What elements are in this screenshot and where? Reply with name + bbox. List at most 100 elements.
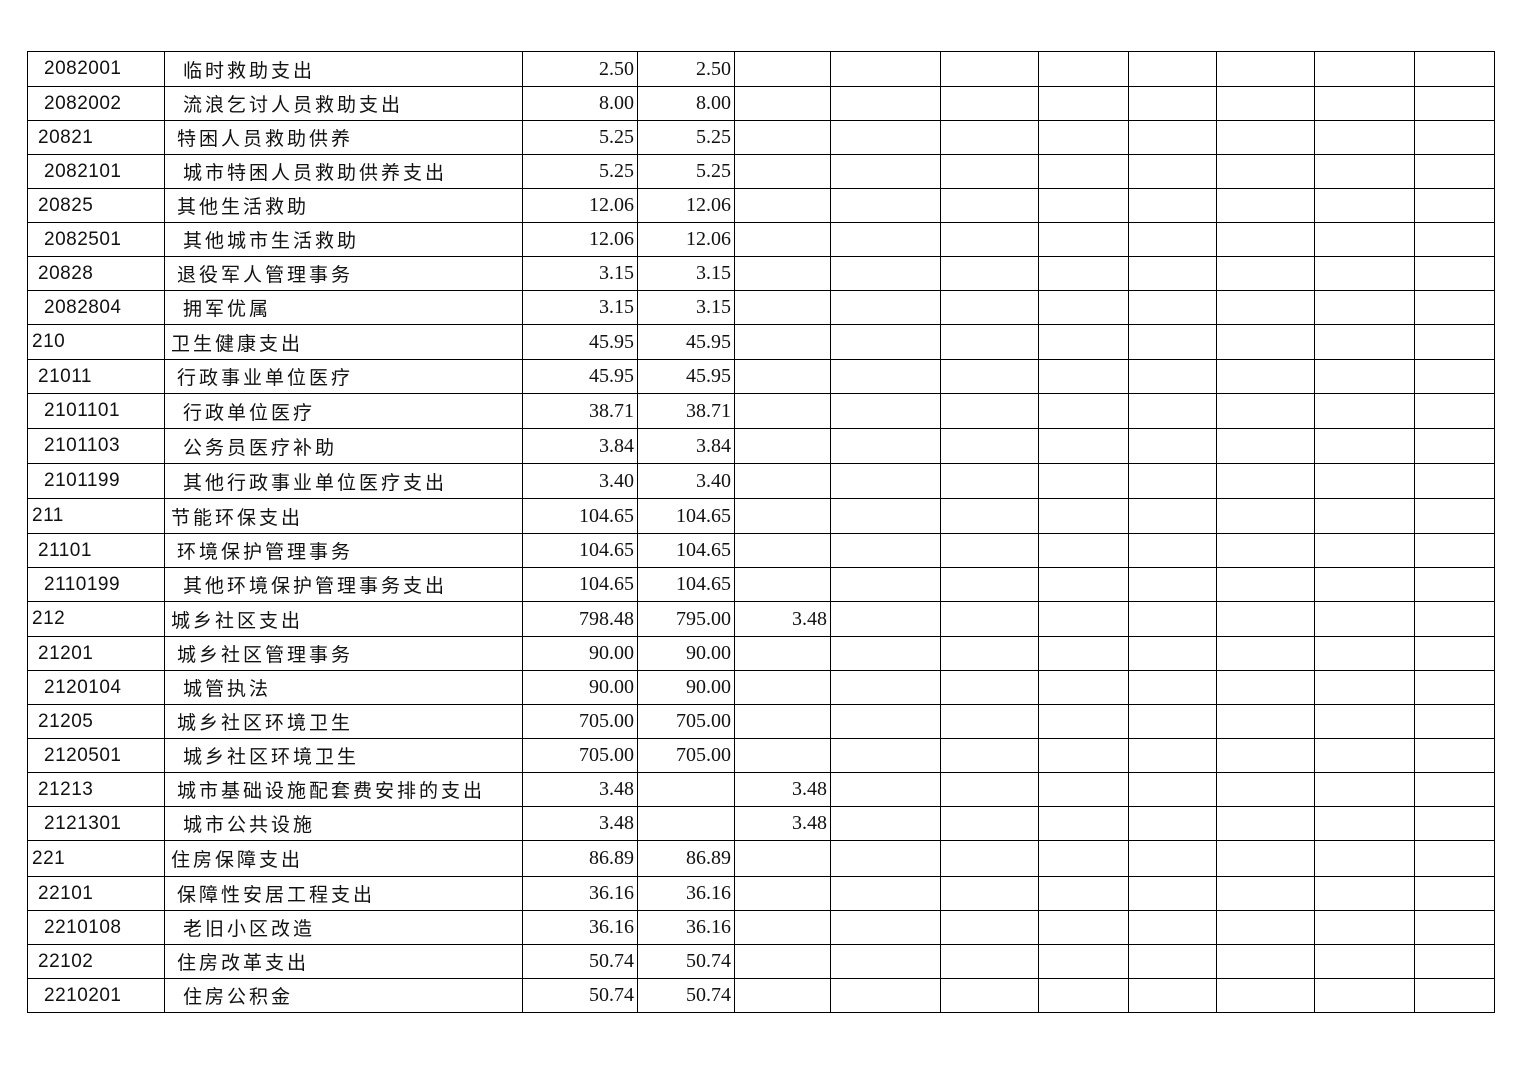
basic-expenditure-cell: 104.65 (637, 567, 735, 602)
empty-cell (1414, 463, 1495, 499)
code-cell: 2101199 (27, 463, 165, 499)
empty-cell (1314, 324, 1415, 360)
empty-cell (940, 256, 1039, 291)
empty-cell (940, 876, 1039, 911)
empty-cell (940, 636, 1039, 671)
name-cell: 拥军优属 (164, 290, 523, 325)
empty-cell (1216, 772, 1315, 807)
empty-cell (940, 840, 1039, 877)
basic-expenditure-cell: 50.74 (637, 978, 735, 1013)
empty-cell (830, 324, 941, 360)
total-cell: 90.00 (522, 636, 638, 671)
name-cell: 住房保障支出 (164, 840, 523, 877)
empty-cell (1414, 533, 1495, 568)
empty-cell (1128, 120, 1217, 155)
empty-cell (1414, 944, 1495, 979)
empty-cell (1128, 359, 1217, 394)
empty-cell (1314, 806, 1415, 841)
empty-cell (940, 324, 1039, 360)
empty-cell (1216, 636, 1315, 671)
empty-cell (1128, 910, 1217, 945)
project-expenditure-cell: 3.48 (734, 772, 831, 807)
total-cell: 90.00 (522, 670, 638, 705)
empty-cell (1414, 86, 1495, 121)
empty-cell (1414, 772, 1495, 807)
empty-cell (1314, 256, 1415, 291)
project-expenditure-cell (734, 978, 831, 1013)
empty-cell (830, 876, 941, 911)
table-row: 22101 保障性安居工程支出 36.16 36.16 (27, 876, 1495, 911)
total-cell: 3.84 (522, 428, 638, 464)
empty-cell (1414, 601, 1495, 637)
empty-cell (1038, 86, 1129, 121)
empty-cell (1216, 393, 1315, 429)
name-cell: 保障性安居工程支出 (164, 876, 523, 911)
name-cell: 城市特困人员救助供养支出 (164, 154, 523, 189)
empty-cell (1314, 498, 1415, 534)
empty-cell (1038, 188, 1129, 223)
code-cell: 2120501 (27, 738, 165, 773)
empty-cell (1128, 290, 1217, 325)
basic-expenditure-cell: 3.40 (637, 463, 735, 499)
project-expenditure-cell (734, 704, 831, 739)
empty-cell (1314, 188, 1415, 223)
table-row: 2101101 行政单位医疗 38.71 38.71 (27, 393, 1495, 429)
basic-expenditure-cell: 2.50 (637, 51, 735, 87)
empty-cell (1314, 359, 1415, 394)
empty-cell (940, 704, 1039, 739)
name-cell: 其他生活救助 (164, 188, 523, 223)
name-cell: 退役军人管理事务 (164, 256, 523, 291)
total-cell: 12.06 (522, 222, 638, 257)
empty-cell (1216, 670, 1315, 705)
table-row: 2082002 流浪乞讨人员救助支出 8.00 8.00 (27, 86, 1495, 121)
empty-cell (1038, 393, 1129, 429)
basic-expenditure-cell: 12.06 (637, 188, 735, 223)
project-expenditure-cell (734, 188, 831, 223)
empty-cell (1038, 498, 1129, 534)
empty-cell (940, 290, 1039, 325)
code-cell: 2120104 (27, 670, 165, 705)
total-cell: 12.06 (522, 188, 638, 223)
project-expenditure-cell (734, 222, 831, 257)
basic-expenditure-cell: 50.74 (637, 944, 735, 979)
empty-cell (1038, 738, 1129, 773)
empty-cell (1216, 601, 1315, 637)
basic-expenditure-cell (637, 806, 735, 841)
total-cell: 705.00 (522, 738, 638, 773)
empty-cell (940, 738, 1039, 773)
table-row: 2121301 城市公共设施 3.48 3.48 (27, 806, 1495, 841)
empty-cell (1038, 463, 1129, 499)
empty-cell (830, 498, 941, 534)
total-cell: 86.89 (522, 840, 638, 877)
project-expenditure-cell (734, 533, 831, 568)
empty-cell (1038, 772, 1129, 807)
basic-expenditure-cell: 90.00 (637, 636, 735, 671)
empty-cell (940, 188, 1039, 223)
empty-cell (1314, 738, 1415, 773)
empty-cell (1216, 222, 1315, 257)
code-cell: 21101 (27, 533, 165, 568)
project-expenditure-cell (734, 876, 831, 911)
table-row: 21201 城乡社区管理事务 90.00 90.00 (27, 636, 1495, 671)
empty-cell (940, 51, 1039, 87)
empty-cell (830, 910, 941, 945)
code-cell: 22101 (27, 876, 165, 911)
basic-expenditure-cell: 38.71 (637, 393, 735, 429)
total-cell: 3.40 (522, 463, 638, 499)
empty-cell (830, 222, 941, 257)
empty-cell (1216, 290, 1315, 325)
empty-cell (940, 120, 1039, 155)
project-expenditure-cell (734, 670, 831, 705)
table-row: 2210108 老旧小区改造 36.16 36.16 (27, 910, 1495, 945)
empty-cell (1038, 567, 1129, 602)
code-cell: 2210201 (27, 978, 165, 1013)
table-row: 210 卫生健康支出 45.95 45.95 (27, 324, 1495, 360)
empty-cell (1128, 978, 1217, 1013)
empty-cell (1128, 738, 1217, 773)
name-cell: 城乡社区环境卫生 (164, 738, 523, 773)
empty-cell (830, 806, 941, 841)
empty-cell (1314, 978, 1415, 1013)
code-cell: 2082501 (27, 222, 165, 257)
total-cell: 5.25 (522, 154, 638, 189)
empty-cell (830, 601, 941, 637)
